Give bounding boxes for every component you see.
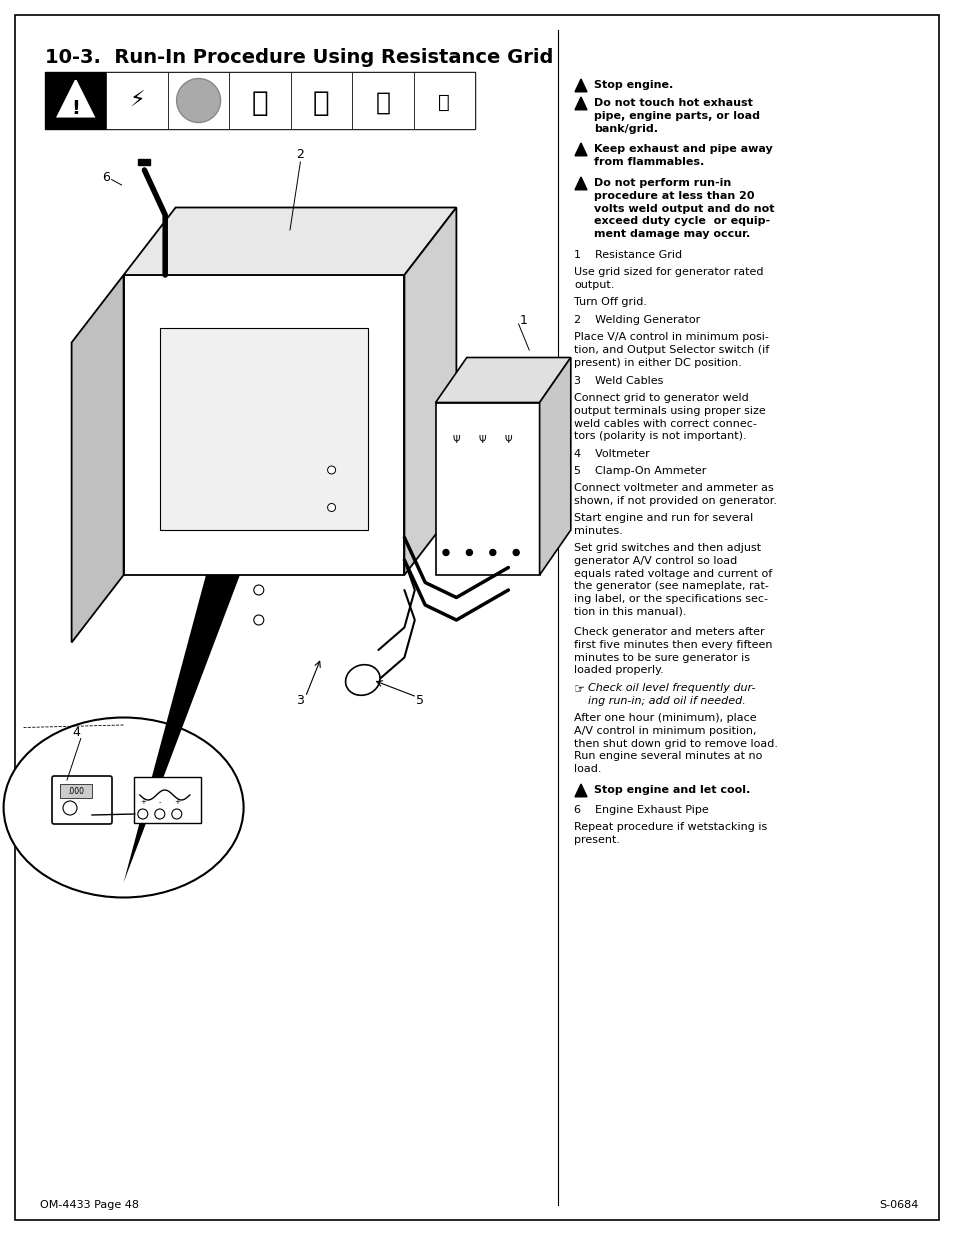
Polygon shape — [575, 98, 586, 110]
Text: !: ! — [71, 99, 80, 119]
Bar — [60, 784, 91, 798]
Polygon shape — [404, 207, 456, 576]
Text: 10-3.  Run-In Procedure Using Resistance Grid: 10-3. Run-In Procedure Using Resistance … — [45, 48, 553, 67]
Circle shape — [137, 809, 148, 819]
Circle shape — [442, 550, 449, 556]
Text: Stop engine and let cool.: Stop engine and let cool. — [594, 785, 749, 795]
Text: OM-4433 Page 48: OM-4433 Page 48 — [40, 1200, 139, 1210]
Polygon shape — [575, 177, 586, 190]
Text: 🔥: 🔥 — [252, 89, 268, 116]
Polygon shape — [575, 784, 586, 797]
Text: Connect grid to generator weld
output terminals using proper size
weld cables wi: Connect grid to generator weld output te… — [574, 393, 765, 441]
Ellipse shape — [345, 664, 379, 695]
Bar — [45, 72, 107, 128]
Text: 1    Resistance Grid: 1 Resistance Grid — [574, 249, 681, 261]
Text: After one hour (minimum), place
A/V control in minimum position,
then shut down : After one hour (minimum), place A/V cont… — [574, 713, 778, 774]
Text: 🦅: 🦅 — [375, 90, 390, 115]
Text: Set grid switches and then adjust
generator A/V control so load
equals rated vol: Set grid switches and then adjust genera… — [574, 543, 771, 618]
Circle shape — [327, 504, 335, 511]
Polygon shape — [71, 275, 124, 642]
Bar — [414, 72, 475, 128]
Text: S-0684: S-0684 — [879, 1200, 918, 1210]
Polygon shape — [575, 79, 586, 91]
Bar — [107, 72, 168, 128]
Text: Ψ: Ψ — [504, 435, 512, 445]
Text: Connect voltmeter and ammeter as
shown, if not provided on generator.: Connect voltmeter and ammeter as shown, … — [574, 483, 776, 506]
Text: Ψ: Ψ — [452, 435, 459, 445]
Bar — [138, 158, 151, 164]
Text: Use grid sized for generator rated
output.: Use grid sized for generator rated outpu… — [574, 267, 762, 290]
Text: 〰: 〰 — [438, 93, 450, 112]
Text: Start engine and run for several
minutes.: Start engine and run for several minutes… — [574, 513, 753, 536]
Bar — [168, 72, 229, 128]
Text: 6    Engine Exhaust Pipe: 6 Engine Exhaust Pipe — [574, 805, 708, 815]
Text: 3: 3 — [296, 694, 304, 706]
Circle shape — [253, 615, 264, 625]
Polygon shape — [436, 357, 570, 403]
Polygon shape — [160, 327, 368, 530]
FancyBboxPatch shape — [52, 776, 112, 824]
Circle shape — [176, 79, 220, 122]
Circle shape — [513, 550, 518, 556]
Polygon shape — [124, 275, 404, 576]
Ellipse shape — [4, 718, 243, 898]
Circle shape — [154, 809, 165, 819]
Circle shape — [63, 802, 77, 815]
Text: Keep exhaust and pipe away
from flammables.: Keep exhaust and pipe away from flammabl… — [594, 144, 772, 167]
Text: -: - — [158, 799, 161, 805]
Text: Ψ: Ψ — [478, 435, 486, 445]
Text: 5    Clamp-On Ammeter: 5 Clamp-On Ammeter — [574, 466, 705, 475]
Bar — [45, 72, 475, 128]
Circle shape — [489, 550, 496, 556]
Circle shape — [327, 466, 335, 474]
Text: ☞: ☞ — [574, 683, 584, 697]
Circle shape — [253, 585, 264, 595]
Polygon shape — [57, 80, 93, 116]
Text: 3    Weld Cables: 3 Weld Cables — [574, 375, 662, 387]
Bar — [229, 72, 291, 128]
Text: Do not touch hot exhaust
pipe, engine parts, or load
bank/grid.: Do not touch hot exhaust pipe, engine pa… — [594, 98, 760, 133]
Text: 1: 1 — [519, 314, 527, 326]
Text: Stop engine.: Stop engine. — [594, 80, 673, 90]
Text: 2    Welding Generator: 2 Welding Generator — [574, 315, 700, 325]
Text: +: + — [173, 799, 179, 805]
Bar — [352, 72, 414, 128]
Text: 🌿: 🌿 — [313, 89, 330, 116]
Circle shape — [172, 809, 182, 819]
Text: Turn Off grid.: Turn Off grid. — [574, 296, 646, 308]
Text: .000: .000 — [68, 787, 85, 795]
Text: Do not perform run-in
procedure at less than 20
volts weld output and do not
exc: Do not perform run-in procedure at less … — [594, 178, 774, 240]
Polygon shape — [539, 357, 570, 576]
Polygon shape — [124, 552, 248, 883]
Bar — [291, 72, 352, 128]
Text: Repeat procedure if wetstacking is
present.: Repeat procedure if wetstacking is prese… — [574, 823, 766, 845]
Text: Place V/A control in minimum posi-
tion, and Output Selector switch (if
present): Place V/A control in minimum posi- tion,… — [574, 332, 768, 368]
Circle shape — [466, 550, 472, 556]
Text: ⚡: ⚡ — [130, 90, 145, 110]
Text: 4    Voltmeter: 4 Voltmeter — [574, 450, 649, 459]
Text: 6: 6 — [102, 170, 110, 184]
Text: 2: 2 — [296, 148, 304, 162]
Text: Check oil level frequently dur-
ing run-in; add oil if needed.: Check oil level frequently dur- ing run-… — [587, 683, 755, 705]
Polygon shape — [575, 143, 586, 156]
FancyBboxPatch shape — [133, 777, 200, 823]
Text: Check generator and meters after
first five minutes then every fifteen
minutes t: Check generator and meters after first f… — [574, 627, 772, 676]
Text: +: + — [140, 799, 146, 805]
Polygon shape — [436, 403, 539, 576]
Text: 4: 4 — [72, 726, 81, 739]
Text: 5: 5 — [416, 694, 423, 706]
Polygon shape — [124, 207, 456, 275]
